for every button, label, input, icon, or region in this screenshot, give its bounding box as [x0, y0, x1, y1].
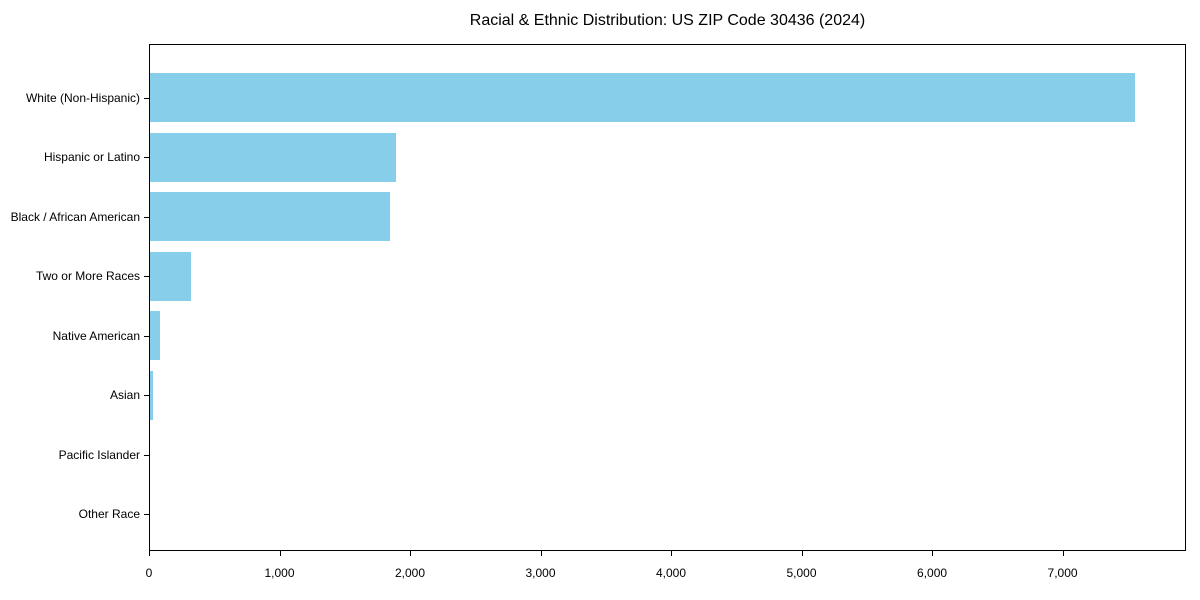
bar: [150, 132, 397, 182]
x-tick: [279, 551, 281, 556]
category-label: Native American: [52, 328, 140, 343]
category-label: Pacific Islander: [58, 447, 140, 462]
x-tick-label: 5,000: [786, 566, 817, 580]
category-label: Other Race: [78, 507, 140, 521]
x-tick: [1062, 551, 1064, 556]
y-tick: [144, 97, 149, 99]
y-tick: [144, 395, 149, 396]
bar: [150, 192, 390, 241]
bar: [150, 370, 153, 420]
y-tick: [144, 216, 149, 218]
x-tick-label: 3,000: [525, 566, 556, 580]
category-label: White (Non-Hispanic): [25, 90, 140, 105]
category-label: Asian: [109, 388, 140, 402]
x-tick: [149, 551, 150, 556]
x-tick: [671, 551, 673, 556]
x-tick-label: 4,000: [656, 566, 687, 580]
category-label: Two or More Races: [35, 269, 140, 283]
bar: [150, 251, 192, 301]
y-tick: [144, 454, 149, 456]
x-tick-label: 7,000: [1047, 566, 1078, 580]
y-tick: [144, 276, 149, 277]
y-tick: [144, 514, 149, 515]
y-tick: [144, 335, 149, 337]
x-tick-label: 1,000: [264, 566, 295, 580]
x-tick: [540, 551, 542, 556]
x-tick: [801, 551, 803, 556]
x-tick-label: 0: [145, 566, 153, 580]
x-tick-label: 2,000: [394, 566, 426, 580]
x-tick: [410, 551, 411, 556]
category-label: Hispanic or Latino: [43, 150, 140, 164]
bar: [150, 311, 161, 360]
chart-title: Racial & Ethnic Distribution: US ZIP Cod…: [469, 12, 866, 29]
x-tick-label: 6,000: [917, 566, 948, 580]
plot-area: [149, 44, 1186, 551]
x-tick: [932, 551, 934, 556]
category-label: Black / African American: [10, 209, 140, 224]
bar: [150, 73, 1135, 122]
y-tick: [144, 157, 149, 158]
